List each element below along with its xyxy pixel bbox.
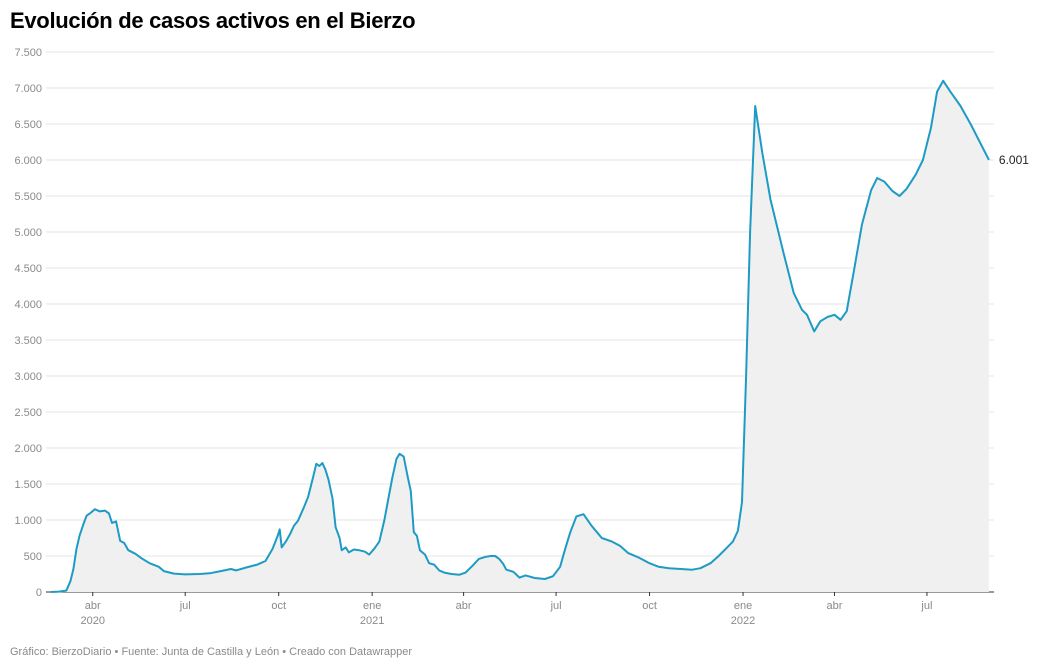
x-tick-label: jul: [920, 600, 932, 612]
y-axis: 0 500 1.000 1.500 2.000 2.500 3.000 3.500 4.000 4…: [14, 47, 42, 599]
x-tick-year: 2020: [80, 615, 104, 627]
y-tick-label: 7.000: [14, 83, 42, 95]
end-value-label: 6.001: [999, 153, 1029, 167]
x-tick-label: ene: [363, 600, 381, 612]
area-fill-layer: [51, 80, 989, 593]
y-tick-label: 2.500: [14, 407, 42, 419]
x-tick-label: ene: [734, 600, 752, 612]
y-tick-label: 5.000: [14, 227, 42, 239]
x-tick-label: oct: [642, 600, 657, 612]
y-tick-label: 1.500: [14, 479, 42, 491]
line-layer: [51, 79, 990, 593]
chart-title: Evolución de casos activos en el Bierzo: [10, 8, 416, 33]
area-fill: [51, 80, 989, 593]
x-tick-year: 2022: [731, 615, 755, 627]
y-tick-label: 2.000: [14, 443, 42, 455]
area-chart: 0 500 1.000 1.500 2.000 2.500 3.000 3.500 4.000 4…: [14, 47, 1029, 627]
x-tick-label: jul: [550, 600, 562, 612]
x-tick-label: oct: [271, 600, 286, 612]
y-tick-label: 6.000: [14, 155, 42, 167]
x-tick-label: jul: [179, 600, 191, 612]
x-tick-year: 2021: [360, 615, 384, 627]
annotations: 6.001: [999, 153, 1029, 167]
x-tick-label: abr: [827, 600, 843, 612]
x-axis: abr 2020 jul oct ene 2021 abr jul oct ene 2022 abr j…: [80, 592, 932, 627]
x-tick-label: abr: [456, 600, 472, 612]
chart-footer: Gráfico: BierzoDiario • Fuente: Junta de…: [10, 646, 413, 658]
y-tick-label: 6.500: [14, 119, 42, 131]
y-tick-label: 4.000: [14, 299, 42, 311]
y-tick-label: 5.500: [14, 191, 42, 203]
x-tick-label: abr: [85, 600, 101, 612]
series-line: [51, 79, 990, 593]
grid-lines: [46, 51, 994, 593]
y-tick-label: 3.500: [14, 335, 42, 347]
y-tick-label: 4.500: [14, 263, 42, 275]
y-tick-label: 500: [24, 551, 42, 563]
y-tick-label: 0: [36, 587, 42, 599]
y-tick-label: 7.500: [14, 47, 42, 59]
y-tick-label: 1.000: [14, 515, 42, 527]
y-tick-label: 3.000: [14, 371, 42, 383]
